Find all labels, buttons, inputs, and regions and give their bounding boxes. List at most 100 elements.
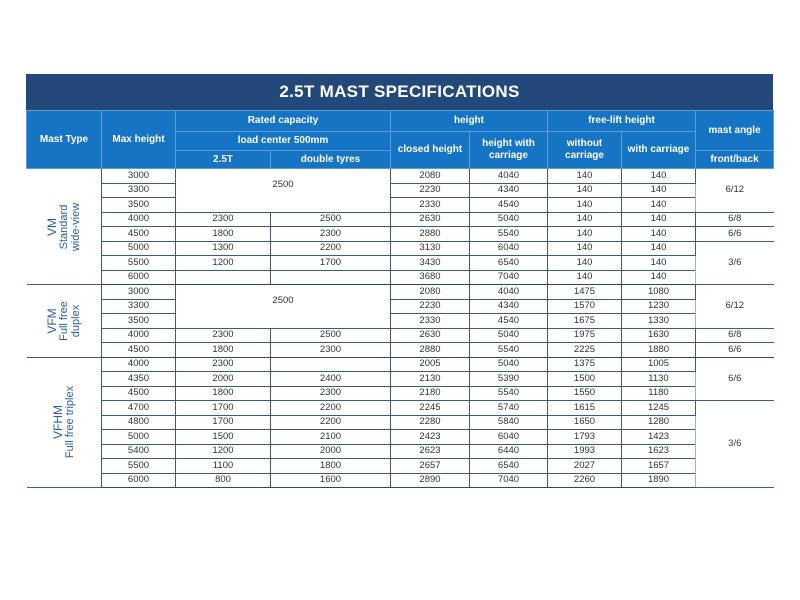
capacity-2-5t-cell: 1200: [175, 443, 271, 459]
free-lift-with-carriage-cell: 1080: [620, 284, 697, 300]
mast-angle-cell: 6/6: [695, 356, 774, 401]
closed-height-cell: 2230: [390, 298, 470, 314]
max-height-cell: 3500: [101, 197, 176, 213]
free-lift-with-carriage-cell: 140: [620, 182, 697, 198]
table-row: 3500 2330 4540 1675 1330: [27, 313, 774, 329]
free-lift-without-carriage-cell: 140: [547, 182, 622, 198]
merged-capacity-cell: 2500: [175, 284, 391, 329]
free-lift-with-carriage-cell: 1630: [620, 327, 697, 343]
mast-angle-cell: 3/6: [695, 400, 774, 488]
max-height-cell: 3500: [101, 313, 176, 329]
header-without-carriage: without carriage: [547, 131, 622, 169]
max-height-cell: 5400: [101, 443, 176, 459]
mast-angle-cell: 6/6: [695, 342, 774, 358]
header-height-with-carriage: height with carriage: [469, 131, 548, 169]
height-with-carriage-cell: 4340: [469, 298, 548, 314]
mast-angle-cell: 6/8: [695, 327, 774, 343]
capacity-2-5t-cell: 2300: [175, 356, 271, 372]
capacity-double-tyres-cell: 2200: [270, 414, 391, 430]
table-row: 6000 800 1600 2890 7040 2260 1890: [27, 472, 774, 488]
table-row: VM Standard wide-view 3000 2500 2080 4040 140 14…: [26, 168, 774, 285]
max-height-cell: 4500: [101, 385, 176, 401]
table-row: 4700 1700 2200 2245 5740 1615 1245 3/6: [27, 400, 774, 488]
free-lift-without-carriage-cell: 1675: [547, 313, 622, 329]
header-max-height: Max height: [101, 110, 176, 169]
table-body: VM Standard wide-view 3000 2500 2080 4040 140 14…: [26, 168, 774, 488]
closed-height-cell: 2880: [390, 226, 470, 242]
mast-type-line: VM: [44, 217, 59, 236]
header-mast-type: Mast Type: [26, 110, 102, 169]
capacity-double-tyres-cell: [270, 356, 391, 372]
free-lift-without-carriage-cell: 2260: [547, 472, 622, 488]
mast-type-label: VFM Full free duplex: [45, 301, 82, 341]
mast-type-label: VM Standard wide-view: [44, 202, 82, 250]
capacity-2-5t-cell: 1700: [175, 400, 271, 416]
free-lift-with-carriage-cell: 1005: [620, 356, 697, 372]
free-lift-with-carriage-cell: 1245: [620, 400, 697, 416]
free-lift-without-carriage-cell: 2225: [547, 342, 622, 358]
closed-height-cell: 2890: [390, 472, 470, 488]
table-row: 4000 2300 2500 2630 5040 140 140 6/8: [27, 211, 774, 227]
height-with-carriage-cell: 6440: [469, 443, 548, 459]
closed-height-cell: 2630: [390, 327, 470, 343]
capacity-double-tyres-cell: 2000: [270, 443, 391, 459]
header-height: height: [390, 110, 548, 132]
height-with-carriage-cell: 7040: [469, 269, 548, 285]
capacity-2-5t-cell: 1800: [175, 226, 271, 242]
header-load-center: load center 500mm: [175, 131, 391, 151]
table-row: 4000 2300 2500 2630 5040 1975 1630 6/8: [27, 327, 774, 343]
closed-height-cell: 2230: [390, 182, 470, 198]
capacity-double-tyres-cell: 1600: [270, 472, 391, 488]
mast-spec-sheet: 2.5T MAST SPECIFICATIONS Mast Type Max h…: [26, 74, 775, 488]
table-row: 4500 1800 2300 2880 5540 2225 1880 6/6: [27, 342, 774, 358]
height-with-carriage-cell: 5540: [469, 226, 548, 242]
closed-height-cell: 2280: [390, 414, 470, 430]
capacity-2-5t-cell: 1800: [175, 342, 271, 358]
header-free-lift: free-lift height: [546, 110, 697, 132]
free-lift-without-carriage-cell: 1993: [547, 443, 622, 459]
free-lift-without-carriage-cell: 1793: [547, 429, 622, 445]
closed-height-cell: 3680: [390, 269, 470, 285]
max-height-cell: 3300: [101, 298, 176, 314]
table-row: 4350 2000 2400 2130 5390 1500 1130: [27, 371, 774, 387]
capacity-double-tyres-cell: 2500: [270, 211, 391, 227]
closed-height-cell: 3130: [390, 240, 470, 256]
capacity-double-tyres-cell: 2200: [270, 400, 391, 416]
free-lift-without-carriage-cell: 140: [547, 197, 622, 213]
header-with-carriage: with carriage: [620, 131, 697, 169]
height-with-carriage-cell: 6540: [469, 255, 548, 271]
height-with-carriage-cell: 6540: [469, 458, 548, 474]
table-row: 5500 1200 1700 3430 6540 140 140: [27, 255, 774, 271]
closed-height-cell: 2005: [390, 356, 470, 372]
capacity-2-5t-cell: 2300: [175, 327, 271, 343]
closed-height-cell: 2080: [390, 168, 470, 184]
free-lift-without-carriage-cell: 1500: [547, 371, 622, 387]
closed-height-cell: 2080: [390, 284, 470, 300]
free-lift-without-carriage-cell: 1475: [547, 284, 622, 300]
free-lift-with-carriage-cell: 1280: [620, 414, 697, 430]
header-2-5t: 2.5T: [175, 150, 271, 169]
capacity-double-tyres-cell: 2400: [270, 371, 391, 387]
capacity-double-tyres-cell: [270, 269, 391, 285]
free-lift-without-carriage-cell: 140: [547, 168, 622, 184]
free-lift-without-carriage-cell: 1650: [547, 414, 622, 430]
free-lift-with-carriage-cell: 140: [620, 240, 697, 256]
height-with-carriage-cell: 4040: [469, 168, 548, 184]
capacity-double-tyres-cell: 2100: [270, 429, 391, 445]
max-height-cell: 4700: [101, 400, 176, 416]
capacity-double-tyres-cell: 1700: [270, 255, 391, 271]
table-row: 5000 1500 2100 2423 6040 1793 1423: [27, 429, 774, 445]
mast-angle-cell: 3/6: [695, 240, 774, 285]
free-lift-with-carriage-cell: 1657: [620, 458, 697, 474]
free-lift-without-carriage-cell: 1375: [547, 356, 622, 372]
free-lift-with-carriage-cell: 140: [620, 255, 697, 271]
mast-type-label: VFHM Full free triplex: [51, 386, 76, 458]
height-with-carriage-cell: 4540: [469, 313, 548, 329]
free-lift-without-carriage-cell: 140: [547, 211, 622, 227]
free-lift-without-carriage-cell: 140: [547, 269, 622, 285]
mast-angle-cell: 6/8: [695, 211, 774, 227]
max-height-cell: 5000: [101, 429, 176, 445]
mast-angle-cell: 6/6: [695, 226, 774, 242]
height-with-carriage-cell: 4340: [469, 182, 548, 198]
capacity-2-5t-cell: 800: [175, 472, 271, 488]
